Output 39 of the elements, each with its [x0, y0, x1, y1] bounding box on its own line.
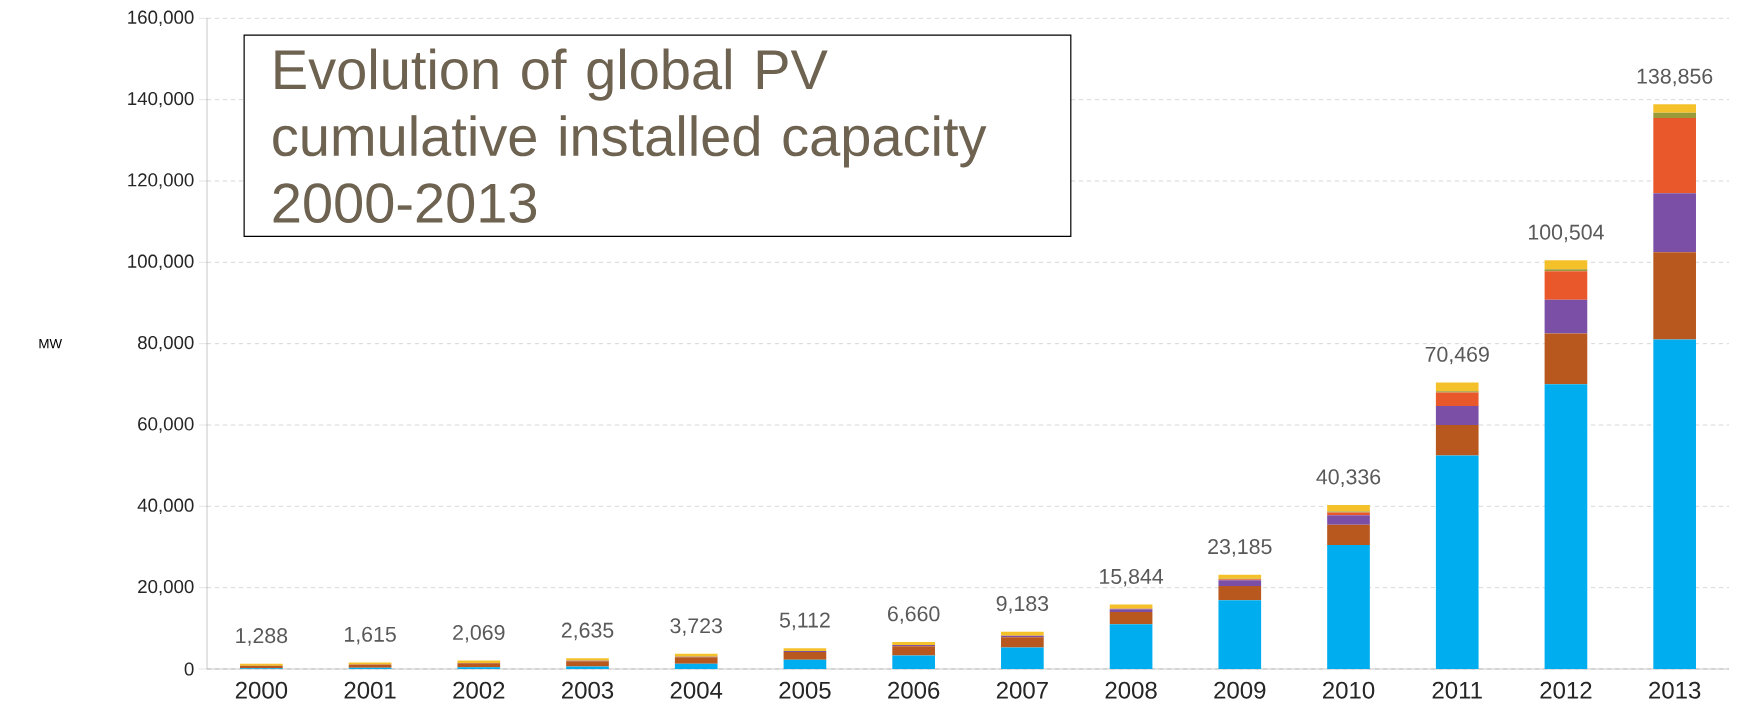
x-tick-label: 2012 [1540, 681, 1592, 699]
x-tick-label: 2001 [344, 681, 396, 699]
x-tick-label: 2008 [1105, 681, 1157, 699]
y-tick-label: 140,000 [128, 91, 194, 108]
total-label: 138,856 [1637, 68, 1713, 87]
total-label: 15,844 [1100, 568, 1164, 587]
total-label: 1,288 [236, 628, 288, 646]
x-tick-label: 2004 [670, 681, 723, 699]
x-tick-label: 2002 [453, 681, 505, 699]
text: Evolution of global PV cumulative installed capacity 2000-2013 [273, 48, 987, 223]
total-label: 2,069 [453, 624, 505, 643]
total-label: 40,336 [1316, 469, 1381, 487]
y-axis-title: MW [39, 339, 63, 349]
y-tick-label: 20,000 [138, 579, 194, 596]
x-tick-label: 2007 [996, 681, 1048, 699]
x-tick-label: 2000 [235, 681, 288, 699]
x-tick-label: 2013 [1649, 681, 1701, 699]
x-tick-label: 2011 [1432, 681, 1482, 699]
total-label: 9,183 [996, 595, 1049, 614]
total-label: 23,185 [1208, 539, 1272, 557]
total-label: 70,469 [1425, 346, 1489, 365]
x-tick-label: 2003 [562, 681, 614, 699]
x-tick-label: 2005 [779, 681, 831, 699]
total-label: 1,615 [345, 626, 396, 645]
x-tick-label: 2006 [888, 681, 940, 699]
x-tick-label: 2010 [1323, 681, 1375, 699]
total-label: 100,504 [1529, 224, 1604, 243]
total-label: 5,112 [779, 612, 830, 631]
y-tick-label: 100,000 [128, 254, 194, 271]
y-tick-label: 40,000 [137, 498, 194, 515]
total-label: 6,660 [888, 606, 940, 624]
y-tick-label: 60,000 [138, 417, 194, 433]
y-tick-label: 160,000 [128, 10, 194, 27]
y-tick-label: 0 [184, 662, 194, 676]
total-label: 3,723 [670, 618, 722, 636]
total-label: 2,635 [561, 622, 614, 641]
y-tick-label: 120,000 [128, 173, 194, 189]
x-tick-label: 2009 [1214, 681, 1266, 699]
y-tick-label: 80,000 [138, 335, 194, 352]
